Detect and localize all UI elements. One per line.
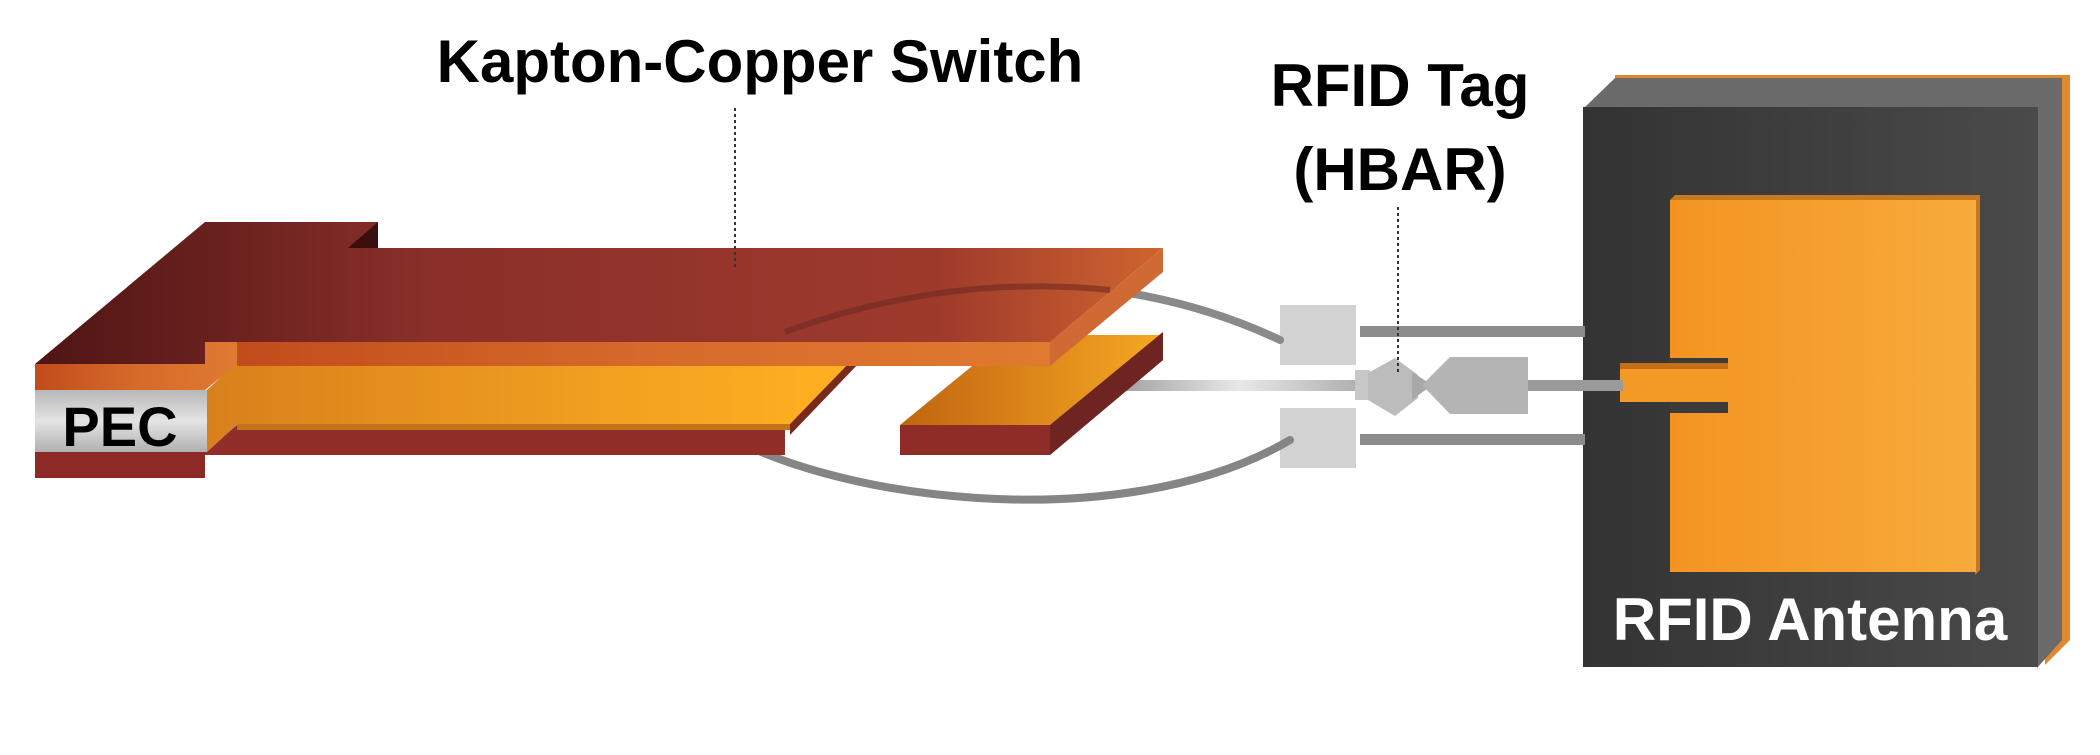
switch-label: Kapton-Copper Switch xyxy=(437,28,1084,95)
switch-top-plate-front-long xyxy=(237,342,1050,366)
tag-wire-top xyxy=(1360,326,1585,337)
pec-label: PEC xyxy=(62,395,177,458)
kapton-layer-left xyxy=(207,362,850,452)
kapton-copper-switch xyxy=(35,108,1163,478)
antenna-feed-line-top xyxy=(1620,363,1728,369)
tag-wire-middle-left xyxy=(1090,380,1390,391)
switch-top-plate-tip xyxy=(1050,248,1163,366)
rfid-tag-label-line2: (HBAR) xyxy=(1293,136,1506,203)
switch-wire-on-plate xyxy=(783,283,1111,335)
hbar-resonator-right xyxy=(1422,357,1528,414)
switch-base-copper-front xyxy=(35,452,205,478)
switch-top-plate xyxy=(35,222,1163,364)
switch-top-plate-notch xyxy=(348,222,378,248)
kapton-layer-left-side xyxy=(790,362,860,435)
tag-pad-top xyxy=(1280,305,1356,365)
switch-contact-right-side xyxy=(1050,332,1163,455)
switch-top-plate-front xyxy=(35,342,237,390)
rfid-antenna-label: RFID Antenna xyxy=(1613,586,2008,653)
tag-pad-middle xyxy=(1355,370,1370,400)
pec-block xyxy=(35,390,207,452)
tag-wire-bottom xyxy=(1360,434,1585,445)
rfid-antenna-board xyxy=(1583,75,2070,668)
rfid-tag-hbar xyxy=(1090,207,1623,468)
switch-contact-right-kapton xyxy=(900,335,1163,425)
antenna-feed-line xyxy=(1620,368,1728,402)
rfid-tag-label-line1: RFID Tag xyxy=(1271,52,1530,119)
hbar-resonator-neck xyxy=(1412,372,1432,400)
tag-wire-middle-right xyxy=(1525,380,1623,391)
hbar-resonator-left xyxy=(1368,358,1418,416)
switch-base-copper xyxy=(35,425,785,478)
kapton-layer-left-front xyxy=(237,424,790,430)
